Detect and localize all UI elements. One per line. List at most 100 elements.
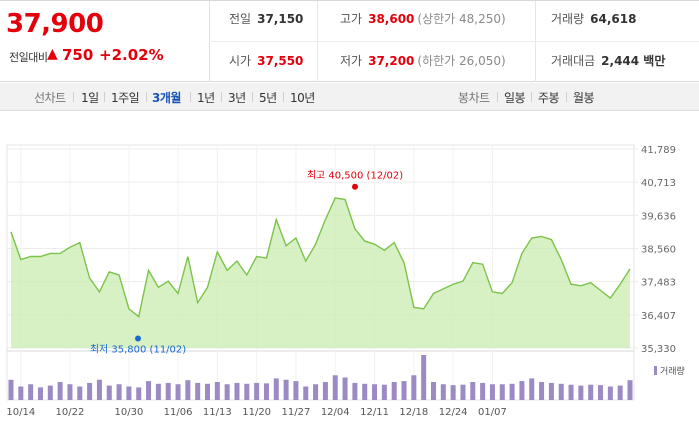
x-tick-label: 11/20 — [242, 407, 271, 418]
volume-bar — [558, 383, 564, 400]
y-tick-label: 41,789 — [641, 145, 676, 156]
x-tick-label: 01/07 — [478, 407, 507, 418]
change-label: 전일대비 — [9, 51, 48, 64]
volume-value: 64,618 — [590, 12, 637, 26]
volume-bar — [18, 386, 24, 400]
volume-bar — [37, 387, 43, 400]
legend-swatch — [654, 366, 657, 375]
tab-1y[interactable]: 1년 — [197, 91, 215, 105]
x-tick-label: 10/14 — [6, 407, 35, 418]
volume-bar — [529, 378, 535, 400]
volume-bar — [489, 384, 495, 400]
volume-bar — [322, 382, 328, 400]
volume-bar — [106, 385, 112, 400]
volume-bar — [47, 385, 53, 400]
volume-bar — [313, 384, 319, 400]
volume-bar — [391, 382, 397, 400]
divider — [221, 92, 222, 102]
plot-frame — [6, 144, 635, 401]
volume-bar — [214, 382, 220, 400]
amount-label: 거래대금 — [551, 54, 596, 68]
volume-bar — [224, 384, 230, 400]
tab-5y[interactable]: 5년 — [259, 91, 277, 105]
volume-bar — [362, 383, 368, 400]
tab-3y[interactable]: 3년 — [228, 91, 246, 105]
volume-bar — [548, 382, 554, 400]
x-tick-label: 11/13 — [203, 407, 232, 418]
prev-close-value: 37,150 — [257, 12, 304, 26]
tab-weekly[interactable]: 주봉 — [538, 91, 560, 105]
line-chart-label: 선차트 — [34, 91, 66, 105]
volume-bar — [185, 380, 191, 400]
volume-bar — [381, 384, 387, 400]
chart-tab-bar: 선차트 1일 1주일 3개월 1년 3년 5년 10년 봉차트 일봉 주봉 월봉 — [0, 83, 699, 111]
amount-value: 2,444 백만 — [601, 54, 666, 68]
high: 고가 38,600 (상한가 48,250) — [340, 10, 506, 27]
volume-bar — [401, 381, 407, 400]
tab-1d[interactable]: 1일 — [81, 91, 99, 105]
volume-bar — [57, 382, 63, 400]
volume-bar — [421, 355, 427, 400]
low-annotation: 최저 35,800 (11/02) — [90, 344, 186, 356]
low-value: 37,200 — [368, 54, 415, 68]
volume-bar — [155, 383, 161, 400]
volume-bar — [499, 384, 505, 400]
price-box: 37,900 전일대비 ▲ 750 +2.02% — [0, 1, 210, 82]
divider — [283, 92, 284, 102]
trade-amount: 거래대금 2,444 백만 — [551, 52, 665, 69]
volume-bar — [254, 382, 260, 400]
divider — [531, 92, 532, 102]
volume-bar — [460, 384, 466, 400]
tab-3m[interactable]: 3개월 — [152, 91, 181, 105]
volume-bar — [8, 379, 14, 400]
volume-bar — [607, 386, 613, 400]
volume-bar — [480, 382, 486, 400]
open-value: 37,550 — [257, 54, 304, 68]
volume-bar — [116, 384, 122, 400]
volume-bar — [440, 384, 446, 400]
divider — [190, 92, 191, 102]
volume-bar — [175, 384, 181, 400]
volume-label: 거래량 — [551, 12, 585, 26]
volume-bar — [146, 381, 152, 400]
tab-10y[interactable]: 10년 — [290, 91, 315, 105]
x-tick-label: 10/30 — [114, 407, 143, 418]
volume-bar — [627, 380, 633, 400]
tab-monthly[interactable]: 월봉 — [573, 91, 595, 105]
high-value: 38,600 — [368, 12, 415, 26]
divider — [211, 41, 699, 42]
price-area-fill — [11, 197, 630, 348]
lower-limit: (하한가 26,050) — [417, 54, 506, 68]
quote-panel: 37,900 전일대비 ▲ 750 +2.02% 전일 37,150 고가 38,6… — [0, 0, 699, 82]
volume-bar — [430, 382, 436, 400]
volume-bar — [244, 383, 250, 400]
volume-bar — [28, 384, 34, 400]
volume-bar — [332, 375, 338, 400]
volume-bar — [283, 379, 289, 400]
volume-bar — [263, 383, 269, 400]
change-value: 750 — [62, 46, 94, 64]
y-tick-label: 35,330 — [641, 344, 676, 355]
volume-bar — [96, 379, 102, 400]
volume-bar — [450, 385, 456, 400]
prev-close: 전일 37,150 — [229, 10, 303, 27]
y-tick-label: 38,560 — [641, 245, 676, 256]
divider — [146, 92, 147, 102]
y-tick-label: 37,483 — [641, 278, 676, 289]
x-tick-label: 10/22 — [56, 407, 85, 418]
price-line — [10, 197, 631, 318]
volume-bar — [411, 375, 417, 400]
tab-daily[interactable]: 일봉 — [504, 91, 526, 105]
volume-bar — [509, 383, 515, 400]
y-tick-label: 36,407 — [641, 311, 676, 322]
high-label: 고가 — [340, 12, 363, 26]
volume-bar — [67, 384, 73, 400]
tab-1w[interactable]: 1주일 — [111, 91, 140, 105]
volume-bars — [8, 355, 633, 400]
open: 시가 37,550 — [229, 52, 303, 69]
volume-bar — [136, 387, 142, 400]
volume-bar — [77, 386, 83, 400]
divider — [73, 92, 74, 102]
price-chart: 41,789 40,713 39,636 38,560 37,483 36,407 35,3… — [6, 144, 685, 418]
low-label: 저가 — [340, 54, 363, 68]
